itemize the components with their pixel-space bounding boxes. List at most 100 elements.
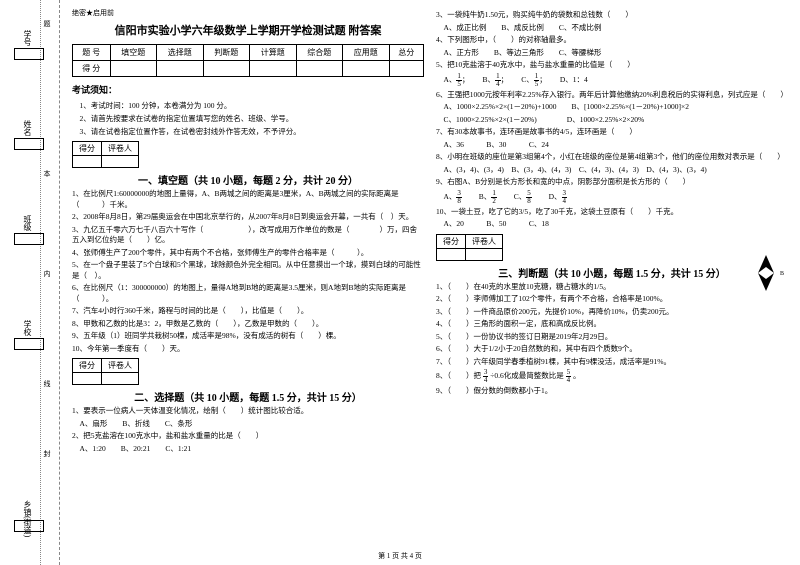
question: 9、五年级（1）班同学共栽树50棵，成活率是98%，没有成活的树有（ ）棵。 — [72, 331, 424, 342]
opt-b: B、 — [479, 192, 492, 201]
fraction: 34 — [483, 369, 489, 384]
score-cell — [110, 61, 157, 77]
question: 3、一袋纯牛奶1.50元，购买纯牛奶的袋数和总钱数（ ） — [436, 10, 788, 21]
fraction: 54 — [566, 369, 572, 384]
score-header: 总分 — [389, 45, 424, 61]
cut-line — [40, 0, 41, 565]
mini-cell: 评卷人 — [102, 359, 139, 373]
options: A、15； B、14； C、15； D、1：4 — [444, 73, 789, 88]
binding-margin: 学号 题 姓名 本 班级 内 学校 线 封 乡镇(街道) — [0, 0, 60, 565]
notice-title: 考试须知： — [72, 83, 424, 96]
question: 6、在比例尺（1：300000000）的地图上，量得A地到B地的距离是3.5厘米… — [72, 283, 424, 304]
score-cell — [296, 61, 343, 77]
margin-box — [14, 338, 44, 350]
vert-text: 封 — [42, 450, 52, 457]
mini-cell: 得分 — [73, 142, 102, 156]
question: 3、九亿五千零六万七千八百六十写作（ ），改写成用万作单位的数是（ ）万，四舍五… — [72, 225, 424, 246]
question: 5、（ ）一份协议书的签订日期是2019年2月29日。 — [436, 332, 788, 343]
margin-label-class: 班级 — [22, 215, 33, 231]
section-2-title: 二、选择题（共 10 小题，每题 1.5 分，共计 15 分） — [72, 389, 424, 404]
q8-suffix: 。 — [573, 371, 581, 380]
mini-cell — [102, 373, 139, 385]
question: 7、汽车4小时行360千米，路程与时间的比是（ ），比值是（ ）。 — [72, 306, 424, 317]
question: 2、（ ）李师傅加工了102个零件，有两个不合格，合格率是100%。 — [436, 294, 788, 305]
options: A、1:20 B、20:21 C、1:21 — [72, 444, 424, 455]
fraction: 15 — [534, 73, 540, 88]
options: A、20 B、50 C、18 — [436, 219, 788, 230]
score-header: 判断题 — [203, 45, 250, 61]
section-3-title: 三、判断题（共 10 小题，每题 1.5 分，共计 15 分） — [436, 265, 788, 280]
vert-text: 题 — [42, 20, 52, 27]
question: 3、（ ）一件商品原价200元，先提价10%，再降价10%，仍卖200元。 — [436, 307, 788, 318]
q8-prefix: 8、（ ）把 — [436, 371, 481, 380]
score-header: 综合题 — [296, 45, 343, 61]
question: 10、今年第一季度有（ ）天。 — [72, 344, 424, 355]
question: 9、右图A、B分别是长方形长和宽的中点，阴影部分面积是长方形的（ ） — [436, 177, 788, 188]
mini-cell: 得分 — [437, 234, 466, 248]
question: 5、在一个盘子里装了5个白球和5个黑球，球除颜色外完全相同。从中任意摸出一个球，… — [72, 260, 424, 281]
options: A、扇形 B、折线 C、条形 — [72, 419, 424, 430]
question: 4、下列图形中，（ ）的对称轴最多。 — [436, 35, 788, 46]
grader-table: 得分评卷人 — [72, 141, 139, 168]
left-column: 绝密★启用前 信阳市实验小学六年级数学上学期开学检测试题 附答案 题 号 填空题… — [66, 8, 430, 561]
grader-table: 得分评卷人 — [436, 234, 503, 261]
score-cell — [203, 61, 250, 77]
score-header: 应用题 — [343, 45, 390, 61]
question: 4、（ ）三角形的面积一定，底和高成反比例。 — [436, 319, 788, 330]
notice-item: 2、请首先按要求在试卷的指定位置填写您的姓名、班级、学号。 — [72, 113, 424, 124]
mini-cell: 评卷人 — [466, 234, 503, 248]
margin-box — [14, 48, 44, 60]
margin-box — [14, 520, 44, 532]
question: 7、（ ）六年级同学春季植树91棵，其中有9棵没活，成活率是91%。 — [436, 357, 788, 368]
options: A、成正比例 B、成反比例 C、不成比例 — [436, 23, 788, 34]
q8-mid: ÷0.6化成最简整数比是 — [490, 371, 564, 380]
question: 7、有30本故事书，连环画是故事书的4/5，连环画是（ ） — [436, 127, 788, 138]
compass-icon: A B — [746, 253, 786, 293]
notice-item: 1、考试时间：100 分钟，本卷满分为 100 分。 — [72, 100, 424, 111]
opt-c: C、 — [521, 75, 534, 84]
fraction: 58 — [526, 190, 532, 205]
margin-box — [14, 233, 44, 245]
fraction: 15 — [456, 73, 462, 88]
question: 8、甲数和乙数的比是3：2，甲数是乙数的（ ），乙数是甲数的（ ）。 — [72, 319, 424, 330]
options: A、36 B、30 C、24 — [436, 140, 788, 151]
question: 8、小明在班级的座位是第3组第4个，小红在班级的座位是第4组第3个，他们的座位用… — [436, 152, 788, 163]
right-column: 3、一袋纯牛奶1.50元，购买纯牛奶的袋数和总钱数（ ） A、成正比例 B、成反… — [430, 8, 794, 561]
mini-cell — [73, 373, 102, 385]
options: C、1000×2.25%×2×(1－20%) D、1000×2.25%×2×20… — [436, 115, 788, 126]
notice-item: 3、请在试卷指定位置作答，在试卷密封线外作答无效，不予评分。 — [72, 126, 424, 137]
fraction: 14 — [495, 73, 501, 88]
question: 8、（ ）把 34 ÷0.6化成最简整数比是 54 。 — [436, 369, 788, 384]
vert-text: 本 — [42, 170, 52, 177]
margin-label-id: 学号 — [22, 30, 33, 46]
question: 10、一袋土豆，吃了它的3/5，吃了30千克，这袋土豆原有（ ）千克。 — [436, 207, 788, 218]
margin-label-name: 姓名 — [22, 120, 33, 136]
mini-cell — [73, 156, 102, 168]
mini-cell: 得分 — [73, 359, 102, 373]
options: A、(3，4)、(3，4) B、(3，4)、(4，3) C、(4，3)、(4，3… — [436, 165, 788, 176]
opt-d: D、 — [549, 192, 562, 201]
question: 4、张师傅生产了200个零件，其中有两个不合格，张师傅生产的零件合格率是（ ）。 — [72, 248, 424, 259]
opt-d: D、1：4 — [560, 75, 588, 84]
question: 1、在比例尺1:60000000的地图上量得，A、B两城之间的距离是3厘米，A、… — [72, 189, 424, 210]
svg-text:B: B — [780, 271, 784, 277]
content-area: 绝密★启用前 信阳市实验小学六年级数学上学期开学检测试题 附答案 题 号 填空题… — [60, 0, 800, 565]
svg-text:A: A — [764, 257, 769, 263]
vert-text: 内 — [42, 270, 52, 277]
score-cell — [157, 61, 204, 77]
mini-cell — [437, 248, 466, 260]
exam-title: 信阳市实验小学六年级数学上学期开学检测试题 附答案 — [72, 22, 424, 38]
secrecy-tag: 绝密★启用前 — [72, 8, 424, 18]
question: 6、（ ）大于1/2小于20自然数的和，其中有四个质数9个。 — [436, 344, 788, 355]
fraction: 34 — [562, 190, 568, 205]
question: 2、把5克盐溶在100克水中，盐和盐水重量的比是（ ） — [72, 431, 424, 442]
opt-c: C、 — [514, 192, 527, 201]
score-header: 计算题 — [250, 45, 297, 61]
margin-label-school: 学校 — [22, 320, 33, 336]
mini-cell — [466, 248, 503, 260]
fraction: 38 — [456, 190, 462, 205]
options: A、1000×2.25%×2×(1－20%)+1000 B、[1000×2.25… — [436, 102, 788, 113]
score-header: 题 号 — [73, 45, 111, 61]
grader-table: 得分评卷人 — [72, 358, 139, 385]
section-1-title: 一、填空题（共 10 小题，每题 2 分，共计 20 分） — [72, 172, 424, 187]
